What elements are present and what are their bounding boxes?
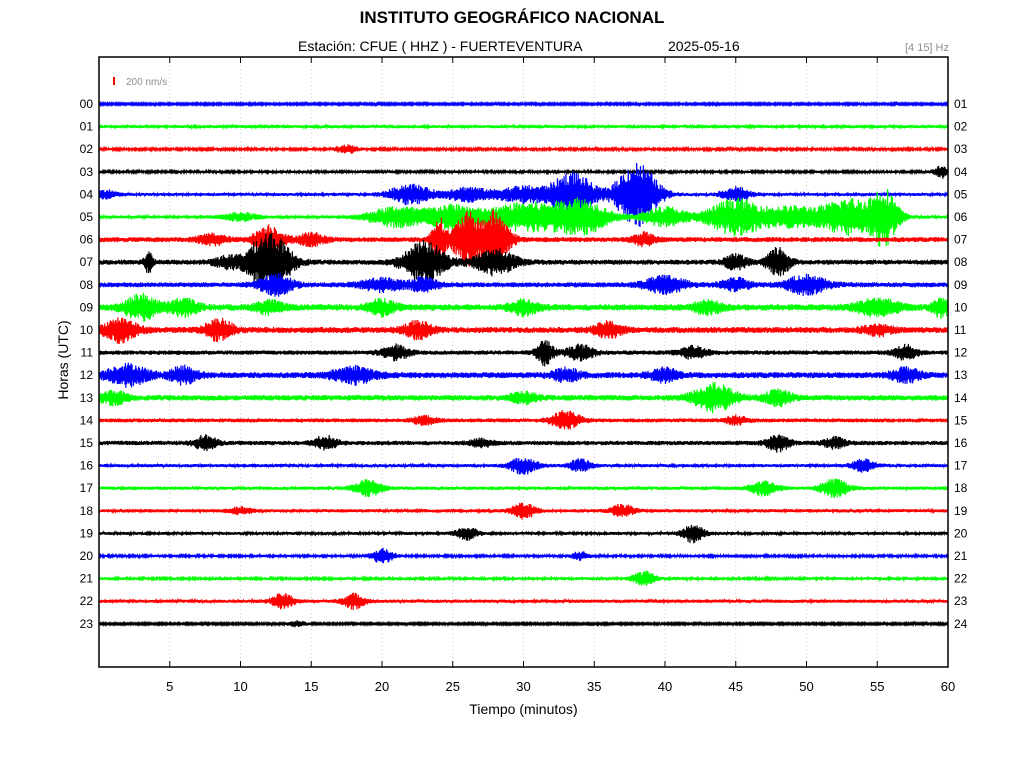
hour-label-right: 15 <box>954 413 968 427</box>
hour-label-right: 01 <box>954 97 968 111</box>
x-tick-label: 30 <box>516 679 530 694</box>
filter-band-label: [4 15] Hz <box>904 42 949 54</box>
trace-hour-05 <box>98 188 949 247</box>
trace-hour-23 <box>98 620 949 628</box>
trace-hour-15 <box>98 434 949 453</box>
hour-label-left: 13 <box>80 391 94 405</box>
x-axis-title: Tiempo (minutos) <box>469 701 577 717</box>
hour-label-right: 19 <box>954 504 968 518</box>
hour-label-right: 06 <box>954 210 968 224</box>
trace-hour-17 <box>98 478 949 499</box>
trace-hour-19 <box>98 524 949 544</box>
hour-label-right: 05 <box>954 187 968 201</box>
x-tick-label: 50 <box>799 679 813 694</box>
trace-hour-20 <box>98 547 949 564</box>
hour-label-left: 04 <box>80 187 94 201</box>
hour-label-left: 15 <box>80 436 94 450</box>
trace-hour-00 <box>98 100 949 108</box>
hour-label-left: 19 <box>80 526 94 540</box>
trace-hour-01 <box>98 123 949 131</box>
x-tick-label: 25 <box>446 679 460 694</box>
x-tick-label: 35 <box>587 679 601 694</box>
hour-label-left: 20 <box>80 549 94 563</box>
hour-label-left: 23 <box>80 617 94 631</box>
trace-hour-04 <box>98 162 949 228</box>
hour-label-left: 22 <box>80 594 94 608</box>
hour-label-right: 18 <box>954 481 968 495</box>
x-tick-label: 40 <box>658 679 672 694</box>
scale-bar-label: 200 nm/s <box>126 77 167 88</box>
hour-label-right: 03 <box>954 142 968 156</box>
trace-hour-21 <box>98 570 949 586</box>
hour-label-right: 09 <box>954 278 968 292</box>
hour-label-left: 21 <box>80 572 94 586</box>
hour-label-left: 18 <box>80 504 94 518</box>
hour-label-right: 02 <box>954 120 968 134</box>
chart-title: INSTITUTO GEOGRÁFICO NACIONAL <box>359 8 665 27</box>
hour-label-left: 06 <box>80 233 94 247</box>
x-tick-label: 5 <box>166 679 173 694</box>
hour-label-left: 09 <box>80 300 94 314</box>
trace-hour-08 <box>98 273 949 297</box>
hour-label-right: 12 <box>954 346 968 360</box>
hour-label-right: 11 <box>954 323 967 337</box>
hour-label-right: 07 <box>954 233 968 247</box>
hour-label-right: 10 <box>954 300 968 314</box>
hour-label-left: 02 <box>80 142 94 156</box>
x-tick-label: 55 <box>870 679 884 694</box>
x-tick-label: 20 <box>375 679 389 694</box>
x-tick-label: 45 <box>729 679 743 694</box>
hour-label-left: 01 <box>80 120 94 134</box>
x-tick-label: 60 <box>941 679 955 694</box>
trace-hour-18 <box>98 502 949 520</box>
hour-label-right: 21 <box>954 549 968 563</box>
hour-label-right: 23 <box>954 594 968 608</box>
station-label: Estación: CFUE ( HHZ ) - FUERTEVENTURA <box>298 38 583 54</box>
trace-hour-11 <box>98 340 949 367</box>
y-axis-title: Horas (UTC) <box>55 320 71 399</box>
hour-label-left: 12 <box>80 368 94 382</box>
trace-hour-03 <box>98 165 949 179</box>
hour-label-left: 16 <box>80 459 94 473</box>
hour-label-left: 11 <box>81 346 94 360</box>
trace-hour-02 <box>98 144 949 154</box>
hour-label-right: 24 <box>954 617 968 631</box>
hour-label-left: 14 <box>80 413 94 427</box>
hour-label-right: 14 <box>954 391 968 405</box>
trace-hour-22 <box>98 592 949 610</box>
trace-hour-13 <box>98 382 949 414</box>
hour-label-right: 20 <box>954 526 968 540</box>
hour-label-left: 05 <box>80 210 94 224</box>
trace-hour-12 <box>98 362 949 388</box>
x-tick-label: 10 <box>233 679 247 694</box>
hour-label-left: 00 <box>80 97 94 111</box>
hour-label-right: 04 <box>954 165 968 179</box>
record-date: 2025-05-16 <box>668 38 740 54</box>
hour-label-right: 22 <box>954 572 968 586</box>
hour-label-left: 03 <box>80 165 94 179</box>
hour-label-left: 10 <box>80 323 94 337</box>
trace-hour-07 <box>98 233 949 293</box>
x-tick-label: 15 <box>304 679 318 694</box>
trace-hour-09 <box>98 292 949 322</box>
hour-label-right: 17 <box>954 459 968 473</box>
hour-label-right: 16 <box>954 436 968 450</box>
hour-label-left: 17 <box>80 481 94 495</box>
hour-label-left: 08 <box>80 278 94 292</box>
hour-label-right: 08 <box>954 255 968 269</box>
trace-hour-10 <box>98 317 949 344</box>
trace-hour-06 <box>98 209 949 268</box>
trace-hour-14 <box>98 410 949 430</box>
hour-label-left: 07 <box>80 255 94 269</box>
hour-label-right: 13 <box>954 368 968 382</box>
trace-hour-16 <box>98 458 949 475</box>
